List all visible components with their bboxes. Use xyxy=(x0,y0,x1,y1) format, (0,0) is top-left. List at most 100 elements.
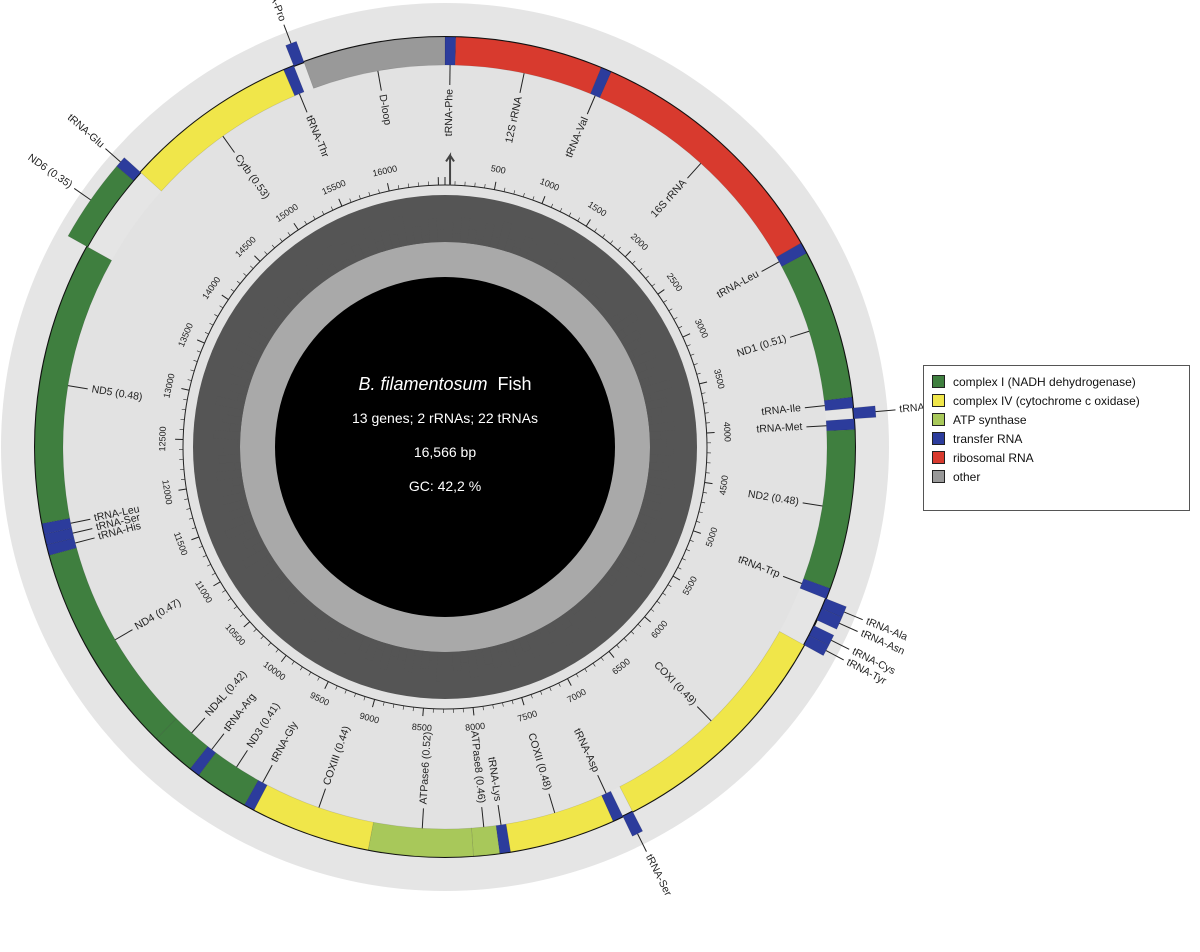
gc-bar xyxy=(235,341,263,360)
ruler-tick xyxy=(317,676,320,681)
gc-bar xyxy=(619,329,642,347)
gene-trna-met xyxy=(825,418,855,432)
ruler-tick xyxy=(668,308,673,312)
gc-bar xyxy=(256,325,275,341)
gc-bar xyxy=(213,430,241,440)
gc-bar xyxy=(607,314,622,328)
center-core xyxy=(275,277,615,617)
label-leader xyxy=(782,575,802,584)
ruler-tick xyxy=(693,530,701,534)
gene-trna-gln xyxy=(852,405,877,420)
gene-label: tRNA-Ser xyxy=(643,852,674,898)
ruler-tick xyxy=(568,212,572,217)
ruler-tick xyxy=(637,623,642,628)
ruler-tick xyxy=(682,333,691,338)
gc-bar xyxy=(358,635,372,653)
label-leader xyxy=(377,70,382,91)
ruler-tick xyxy=(293,222,299,231)
gc-bar xyxy=(314,609,326,621)
gc-bar xyxy=(277,572,288,583)
gc-bar xyxy=(429,651,438,661)
ruler-tick xyxy=(686,344,691,347)
gene-trna-his xyxy=(46,537,77,556)
label-leader xyxy=(70,518,91,524)
ruler-tick xyxy=(188,517,193,520)
ruler-tick xyxy=(632,260,636,265)
gc-bar xyxy=(260,560,279,576)
gc-bar xyxy=(643,393,652,403)
gc-bar xyxy=(304,599,314,609)
ruler-tick xyxy=(213,581,221,587)
gc-bar xyxy=(270,325,279,334)
label-leader xyxy=(839,622,858,632)
gc-bar xyxy=(247,355,260,367)
gene-trna-ile xyxy=(823,396,854,411)
gene-trna-gly xyxy=(244,779,268,811)
ruler-tick xyxy=(696,521,701,523)
gc-bar xyxy=(215,396,245,410)
center-gene-counts: 13 genes; 2 rRNAs; 22 tRNAs xyxy=(352,410,538,426)
legend: complex I (NADH dehydrogenase) complex IV… xyxy=(923,365,1190,511)
gc-bar xyxy=(452,651,462,671)
ruler-tick xyxy=(678,326,683,329)
gc-bar xyxy=(310,279,320,290)
ruler-tick xyxy=(186,508,191,510)
ruler-tick xyxy=(254,255,261,262)
ruler-tick xyxy=(207,564,211,567)
legend-swatch xyxy=(932,413,945,426)
ruler-tick xyxy=(338,198,343,207)
center-genome-length: 16,566 bp xyxy=(414,444,476,460)
label-leader xyxy=(548,793,556,814)
gc-bar xyxy=(511,246,521,256)
gc-bar xyxy=(445,222,454,243)
ruler-tick xyxy=(204,332,209,335)
ruler-tick xyxy=(300,666,303,671)
gc-bar xyxy=(445,651,454,667)
gc-bar xyxy=(504,641,520,668)
ruler-tick xyxy=(673,317,678,320)
gc-bar xyxy=(576,599,597,622)
gene-trna-leu xyxy=(41,517,73,535)
gc-bar xyxy=(305,261,326,285)
ruler-tick xyxy=(422,708,424,717)
ruler-tick xyxy=(275,649,279,653)
gene-nd4-0-47 xyxy=(49,547,177,739)
ruler-tick xyxy=(335,685,338,690)
ruler-tick xyxy=(243,621,251,628)
gc-bar xyxy=(420,650,431,670)
gc-bar xyxy=(436,651,445,682)
gc-bar xyxy=(265,553,275,563)
ruler-tick xyxy=(280,655,287,663)
label-leader xyxy=(262,764,273,783)
ruler-label: 4500 xyxy=(717,475,730,496)
ruler-tick xyxy=(383,701,385,706)
ruler-tick xyxy=(472,707,475,716)
gc-bar xyxy=(286,594,309,618)
ruler-tick xyxy=(630,631,635,635)
ruler-tick xyxy=(610,240,614,244)
gc-bar xyxy=(285,583,298,597)
gene-12s-rrna xyxy=(454,36,602,95)
gene-label: tRNA-Glu xyxy=(65,112,107,151)
ruler-tick xyxy=(623,638,627,642)
gc-bar xyxy=(504,238,516,253)
gc-bar xyxy=(633,362,648,374)
gc-bar xyxy=(647,416,653,425)
legend-item: transfer RNA xyxy=(932,429,1181,448)
label-leader xyxy=(67,385,88,390)
ruler-tick xyxy=(221,294,229,301)
gene-trna-phe xyxy=(444,36,457,66)
gc-bar xyxy=(496,221,513,251)
gc-bar xyxy=(216,469,243,481)
gc-bar xyxy=(340,629,358,655)
gc-bar xyxy=(378,643,394,671)
gc-bar xyxy=(302,604,320,623)
gc-bar xyxy=(317,263,332,281)
gc-bar xyxy=(649,438,667,447)
ruler-tick xyxy=(181,388,190,391)
gc-bar xyxy=(389,233,401,249)
gc-bar xyxy=(375,240,386,253)
ruler-tick xyxy=(368,192,371,197)
ruler-tick xyxy=(559,207,563,212)
label-leader xyxy=(875,409,896,413)
